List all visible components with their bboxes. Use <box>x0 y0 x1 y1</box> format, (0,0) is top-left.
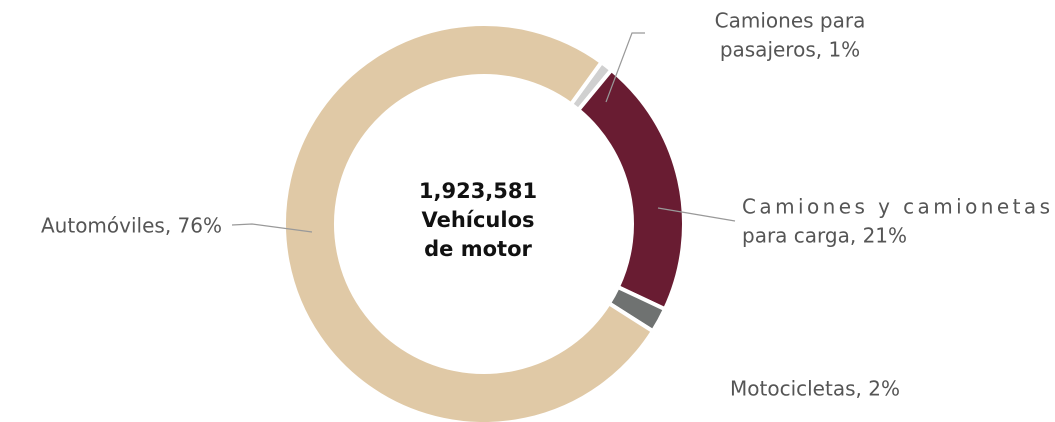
data-label: Camiones y camionetas <box>742 195 1050 219</box>
slice <box>575 67 686 312</box>
data-label: Camiones para <box>715 9 866 33</box>
total-caption: de motor <box>424 237 532 261</box>
total-caption: Vehículos <box>421 208 534 232</box>
data-label: Motocicletas, 2% <box>730 377 900 401</box>
leader-line <box>231 223 313 233</box>
data-label: pasajeros, 1% <box>720 38 860 62</box>
leader-line <box>605 32 645 103</box>
data-label: Automóviles, 76% <box>41 214 222 238</box>
data-label: para carga, 21% <box>742 224 907 248</box>
leader-line <box>657 207 736 222</box>
slice <box>282 22 656 422</box>
total: 1,923,581 <box>419 179 537 203</box>
